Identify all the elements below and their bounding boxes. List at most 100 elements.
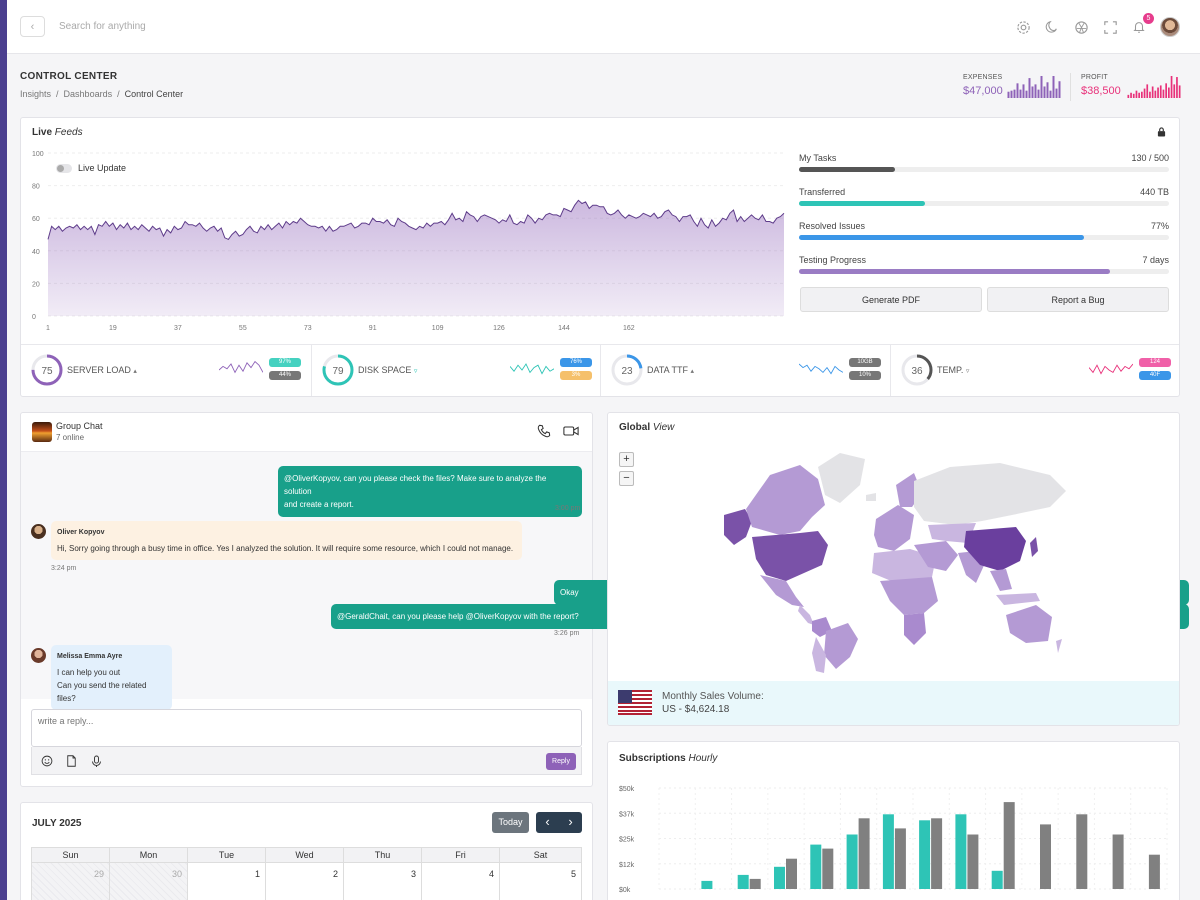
- x-tick-label: 162: [623, 325, 635, 332]
- y-tick-label: 20: [32, 281, 40, 288]
- top-bar: ‹ 5: [7, 0, 1200, 54]
- group-chat-avatar: [32, 422, 52, 442]
- generate-pdf-button[interactable]: Generate PDF: [800, 287, 982, 312]
- calendar-day-header: Sun: [31, 847, 110, 862]
- spark-bar: [1165, 83, 1167, 98]
- breadcrumb-item[interactable]: Insights: [20, 89, 52, 99]
- reply-input[interactable]: [31, 709, 582, 747]
- spark-bar: [1138, 92, 1140, 98]
- live-update-toggle[interactable]: Live Update: [56, 163, 126, 173]
- metric-pill: 76%: [560, 358, 592, 367]
- spark-bar: [1159, 85, 1162, 98]
- sparkline-path: [219, 360, 263, 374]
- x-tick-label: 37: [174, 325, 182, 332]
- live-feeds-title-main: Live: [32, 127, 53, 138]
- calendar-prev-button[interactable]: ‹: [545, 814, 550, 829]
- x-tick-label: 126: [493, 325, 505, 332]
- spark-bar: [1010, 90, 1013, 98]
- map-region-europe: [874, 505, 914, 551]
- zoom-in-button[interactable]: +: [619, 452, 634, 467]
- calendar-day-header: Mon: [110, 847, 188, 862]
- map-region-argentina: [812, 637, 826, 673]
- calendar-day-header: Tue: [188, 847, 266, 862]
- message-text: and create a report.: [284, 500, 354, 509]
- chat-subtitle: 7 online: [56, 433, 85, 442]
- x-tick-label: 73: [304, 325, 312, 332]
- calendar-day-cell[interactable]: 1: [188, 862, 266, 900]
- spark-bar: [1170, 76, 1173, 98]
- x-tick-label: 144: [558, 325, 570, 332]
- bar: [894, 828, 906, 889]
- spark-bar: [1049, 90, 1052, 98]
- metric-pill: 44%: [269, 371, 301, 380]
- moon-icon[interactable]: [1044, 19, 1060, 35]
- spark-bar: [1157, 87, 1159, 98]
- report-bug-button[interactable]: Report a Bug: [987, 287, 1169, 312]
- breadcrumb-separator: /: [117, 89, 120, 99]
- spark-bar: [1178, 85, 1181, 98]
- global-view-title-em: View: [652, 422, 675, 433]
- zoom-out-button[interactable]: −: [619, 471, 634, 486]
- spark-bar: [1055, 88, 1058, 98]
- phone-icon[interactable]: [537, 424, 551, 438]
- aperture-icon[interactable]: [1073, 19, 1089, 35]
- avatar[interactable]: [1160, 17, 1180, 37]
- microphone-icon[interactable]: [91, 755, 102, 768]
- bar: [955, 814, 967, 889]
- bell-icon[interactable]: 5: [1131, 13, 1154, 35]
- video-camera-icon[interactable]: [563, 425, 579, 437]
- calendar-day-cell[interactable]: 4: [422, 862, 500, 900]
- spark-bar: [1130, 92, 1132, 98]
- live-update-label: Live Update: [78, 163, 127, 173]
- panel-toggle-icon[interactable]: ‹: [20, 16, 45, 37]
- message-text: @GeraldChait, can you please help @Olive…: [337, 612, 579, 621]
- spark-bar: [1019, 89, 1022, 98]
- map-region-brazil: [824, 623, 858, 669]
- gear-icon[interactable]: [1015, 19, 1031, 35]
- calendar-next-button[interactable]: ›: [568, 814, 573, 829]
- calendar-day-cell[interactable]: 2: [266, 862, 344, 900]
- lock-icon[interactable]: [1157, 127, 1166, 137]
- sales-strip: [608, 681, 1179, 725]
- spark-bar: [1058, 81, 1061, 98]
- metric-value: 36: [911, 366, 923, 377]
- message-text: I can help you out: [57, 668, 121, 677]
- live-feeds-title: Live Feeds: [32, 127, 83, 138]
- chat-title: Group Chat: [56, 421, 103, 431]
- global-view-title-main: Global: [619, 422, 651, 433]
- notification-badge: 5: [1143, 13, 1154, 24]
- map-region-southern-africa: [904, 613, 926, 645]
- page-title: CONTROL CENTER: [20, 71, 118, 82]
- fullscreen-icon[interactable]: [1102, 19, 1118, 35]
- calendar-day-cell[interactable]: 29: [31, 862, 110, 900]
- breadcrumb-item[interactable]: Dashboards: [63, 89, 113, 99]
- y-tick-label: $25k: [619, 837, 635, 844]
- calendar-day-cell[interactable]: 3: [344, 862, 422, 900]
- metric-pill: 10%: [849, 371, 881, 380]
- map-region-indonesia: [996, 593, 1040, 605]
- search-input[interactable]: [59, 21, 259, 32]
- calendar-day-cell[interactable]: 30: [110, 862, 188, 900]
- spark-bar: [1162, 89, 1165, 98]
- y-tick-label: 100: [32, 151, 44, 158]
- metric-pill: 10GB: [849, 358, 881, 367]
- sales-label: Monthly Sales Volume:: [662, 691, 764, 702]
- top-icons: 5: [1015, 13, 1180, 37]
- spark-bar: [1135, 90, 1138, 98]
- spark-bar: [1146, 84, 1149, 98]
- spark-bar: [1037, 89, 1040, 98]
- toggle-switch[interactable]: [56, 163, 72, 173]
- file-icon[interactable]: [66, 755, 77, 767]
- emoji-icon[interactable]: [41, 755, 53, 767]
- bar: [931, 818, 943, 889]
- metric-ring: 75: [31, 354, 63, 386]
- calendar-nav: [536, 812, 582, 833]
- bar: [1148, 854, 1160, 889]
- metric-value: 23: [621, 366, 633, 377]
- today-button[interactable]: Today: [492, 812, 529, 833]
- calendar-day-cell[interactable]: 5: [500, 862, 582, 900]
- reply-button[interactable]: Reply: [546, 753, 576, 770]
- reply-toolbar: [31, 747, 582, 775]
- spark-bar: [1013, 89, 1016, 98]
- bar: [737, 874, 749, 889]
